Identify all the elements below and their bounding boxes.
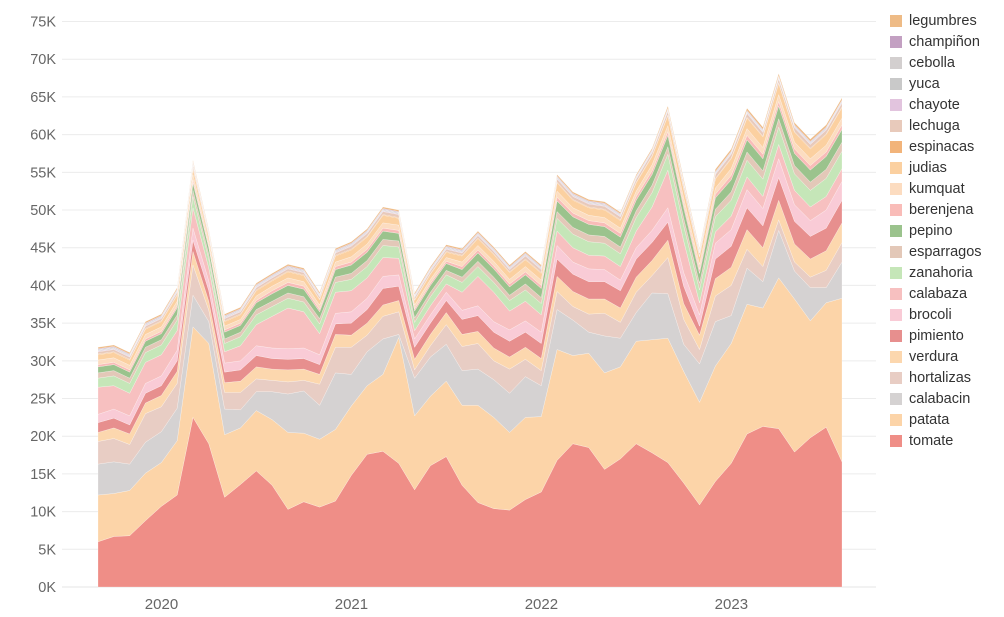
y-axis-ticks: 0K 5K 10K 15K 20K 25K 30K 35K 40K 45K 50K 55K 60K 65K… <box>30 15 56 596</box>
legend-label: patata <box>909 411 950 428</box>
legend-item[interactable]: esparragos <box>890 241 1002 262</box>
legend-item[interactable]: brocoli <box>890 304 1002 325</box>
legend-label: brocoli <box>909 306 952 323</box>
legend-label: berenjena <box>909 201 974 218</box>
legend-label: calabaza <box>909 285 968 302</box>
area-series-legumbres <box>97 72 843 355</box>
legend-swatch <box>890 245 902 258</box>
legend-label: pepino <box>909 222 953 239</box>
legend-item[interactable]: calabacin <box>890 388 1002 409</box>
legend-swatch <box>890 434 902 447</box>
legend-item[interactable]: verdura <box>890 346 1002 367</box>
y-tick-label: 50K <box>30 203 56 219</box>
y-tick-label: 45K <box>30 241 56 257</box>
legend-label: lechuga <box>909 117 960 134</box>
y-tick-label: 70K <box>30 52 56 68</box>
y-tick-label: 65K <box>30 90 56 106</box>
legend-item[interactable]: legumbres <box>890 10 1002 31</box>
legend-swatch <box>890 413 902 426</box>
legend-label: legumbres <box>909 12 977 29</box>
y-tick-label: 25K <box>30 392 56 408</box>
y-tick-label: 15K <box>30 467 56 483</box>
legend-swatch <box>890 98 902 111</box>
legend-label: cebolla <box>909 54 955 71</box>
legend-item[interactable]: pepino <box>890 220 1002 241</box>
legend-label: kumquat <box>909 180 965 197</box>
x-tick-label: 2022 <box>525 596 558 613</box>
legend-swatch <box>890 392 902 405</box>
legend-label: chayote <box>909 96 960 113</box>
x-tick-label: 2023 <box>715 596 748 613</box>
legend-item[interactable]: cebolla <box>890 52 1002 73</box>
legend-swatch <box>890 182 902 195</box>
legend-item[interactable]: hortalizas <box>890 367 1002 388</box>
legend-label: zanahoria <box>909 264 973 281</box>
legend-swatch <box>890 350 902 363</box>
y-tick-label: 55K <box>30 165 56 181</box>
legend-label: espinacas <box>909 138 975 155</box>
legend-label: pimiento <box>909 327 964 344</box>
legend-item[interactable]: berenjena <box>890 199 1002 220</box>
legend-swatch <box>890 14 902 27</box>
y-tick-label: 35K <box>30 316 56 332</box>
legend-label: champiñon <box>909 33 980 50</box>
stacked-area-chart: 0K 5K 10K 15K 20K 25K 30K 35K 40K 45K 50K 55K 60K 65K… <box>30 15 876 613</box>
y-tick-label: 10K <box>30 505 56 521</box>
y-tick-label: 0K <box>38 580 56 596</box>
y-tick-label: 60K <box>30 128 56 144</box>
legend-item[interactable]: lechuga <box>890 115 1002 136</box>
legend-item[interactable]: yuca <box>890 73 1002 94</box>
legend-item[interactable]: champiñon <box>890 31 1002 52</box>
legend-label: judias <box>909 159 947 176</box>
y-tick-label: 75K <box>30 15 56 31</box>
y-tick-label: 30K <box>30 354 56 370</box>
legend-item[interactable]: pimiento <box>890 325 1002 346</box>
legend-label: tomate <box>909 432 954 449</box>
legend-item[interactable]: patata <box>890 409 1002 430</box>
legend-item[interactable]: chayote <box>890 94 1002 115</box>
legend-swatch <box>890 161 902 174</box>
legend-swatch <box>890 77 902 90</box>
legend-swatch <box>890 203 902 216</box>
legend-swatch <box>890 56 902 69</box>
y-tick-label: 40K <box>30 278 56 294</box>
legend-swatch <box>890 119 902 132</box>
legend-label: verdura <box>909 348 959 365</box>
legend-swatch <box>890 308 902 321</box>
legend-item[interactable]: espinacas <box>890 136 1002 157</box>
legend-swatch <box>890 140 902 153</box>
y-tick-label: 5K <box>38 542 56 558</box>
area-series-group <box>97 72 843 588</box>
legend-swatch <box>890 371 902 384</box>
x-tick-label: 2020 <box>145 596 178 613</box>
legend-swatch <box>890 224 902 237</box>
legend-label: esparragos <box>909 243 982 260</box>
x-axis-ticks: 2020 2021 2022 2023 <box>145 596 748 613</box>
y-tick-label: 20K <box>30 429 56 445</box>
legend-item[interactable]: calabaza <box>890 283 1002 304</box>
legend-swatch <box>890 287 902 300</box>
legend-label: calabacin <box>909 390 971 407</box>
legend-item[interactable]: kumquat <box>890 178 1002 199</box>
legend-item[interactable]: judias <box>890 157 1002 178</box>
legend-swatch <box>890 35 902 48</box>
legend-item[interactable]: tomate <box>890 430 1002 451</box>
legend-swatch <box>890 266 902 279</box>
legend-item[interactable]: zanahoria <box>890 262 1002 283</box>
x-tick-label: 2021 <box>335 596 368 613</box>
legend: legumbres champiñon cebolla yuca chayote lech… <box>890 10 1002 451</box>
legend-swatch <box>890 329 902 342</box>
legend-label: yuca <box>909 75 940 92</box>
legend-label: hortalizas <box>909 369 972 386</box>
